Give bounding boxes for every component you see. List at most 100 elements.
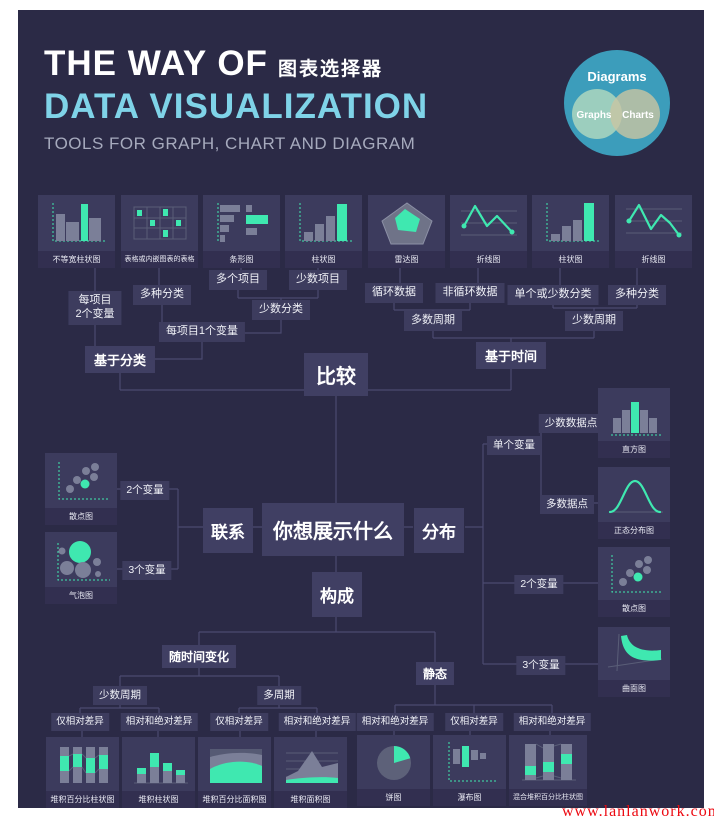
flow-label-two-vars: 2个变量	[120, 481, 170, 501]
bar-chart-icon	[203, 195, 280, 251]
flow-label-few-categories: 少数分类	[252, 300, 310, 320]
title-line2: DATA VISUALIZATION	[44, 87, 429, 126]
stacked-percent-area-chart-icon	[198, 737, 271, 791]
stacked-percent-column-chart-icon	[46, 737, 119, 791]
flow-label-few-periods: 少数周期	[565, 311, 623, 331]
histogram-icon	[598, 388, 670, 441]
flow-label-cyclical-data: 循环数据	[365, 283, 423, 303]
chart-card: 正态分布图	[598, 467, 670, 539]
venn-left-label: Graphs	[576, 110, 611, 121]
flow-label-diff-7: 相对和绝对差异	[513, 713, 591, 731]
chart-card: 表格或内嵌图表的表格	[121, 195, 198, 268]
flow-label-per-item-2-vars: 每项目 2个变量	[68, 291, 122, 325]
chart-card-label: 混合堆积百分比柱状图	[509, 789, 587, 806]
chart-card: 折线图	[450, 195, 527, 268]
chart-card-label: 正态分布图	[598, 522, 670, 539]
chart-card-label: 瀑布图	[433, 789, 506, 806]
flow-label-many-points: 多数据点	[540, 495, 594, 515]
scatter-plot-icon	[598, 547, 670, 600]
chart-card: 柱状图	[285, 195, 362, 268]
line-chart-icon	[615, 195, 692, 251]
table-with-embedded-charts-icon	[121, 195, 198, 251]
chart-card-label: 柱状图	[532, 251, 609, 268]
node-changes-over-time: 随时间变化	[161, 645, 237, 668]
normal-distribution-icon	[598, 467, 670, 522]
node-main-question: 你想展示什么	[262, 503, 404, 556]
flow-label-diff-2: 相对和绝对差异	[120, 713, 198, 731]
pie-chart-icon	[357, 735, 430, 789]
chart-card-label: 折线图	[615, 251, 692, 268]
flow-label-many-periods-bottom: 多周期	[257, 686, 301, 706]
flow-label-per-item-1-var: 每项目1个变量	[158, 322, 246, 342]
flow-label-few-periods-bottom: 少数周期	[93, 686, 147, 706]
chart-card-label: 堆积柱状图	[122, 791, 195, 808]
flow-label-diff-6: 仅相对差异	[445, 713, 503, 731]
chart-card: 直方图	[598, 388, 670, 458]
chart-card: 堆积面积图	[274, 737, 347, 808]
chart-card: 混合堆积百分比柱状图	[509, 735, 587, 806]
chart-card-label: 堆积面积图	[274, 791, 347, 808]
venn-right-label: Charts	[622, 110, 654, 121]
flow-label-many-periods: 多数周期	[404, 311, 462, 331]
flow-label-few-points: 少数数据点	[538, 414, 604, 434]
surface-chart-icon	[598, 627, 670, 680]
column-chart-icon	[285, 195, 362, 251]
node-relationship: 联系	[203, 508, 253, 553]
node-based-on-time: 基于时间	[475, 342, 547, 369]
flow-label-diff-4: 相对和绝对差异	[278, 713, 356, 731]
venn-outer-label: Diagrams	[587, 69, 646, 84]
chart-card: 散点图	[598, 547, 670, 617]
chart-card: 条形图	[203, 195, 280, 268]
chart-card-label: 曲面图	[598, 680, 670, 697]
chart-card-label: 柱状图	[285, 251, 362, 268]
column-chart-icon	[532, 195, 609, 251]
title-chinese: 图表选择器	[278, 59, 384, 80]
flow-label-diff-1: 仅相对差异	[51, 713, 109, 731]
chart-card-label: 散点图	[45, 508, 117, 525]
flow-label-two-vars-dist: 2个变量	[514, 575, 564, 595]
chart-card: 散点图	[45, 453, 117, 525]
chart-card: 堆积百分比柱状图	[46, 737, 119, 808]
chart-card-label: 雷达图	[368, 251, 445, 268]
flow-label-three-vars-dist: 3个变量	[516, 656, 566, 676]
chart-card: 饼图	[357, 735, 430, 806]
flow-label-many-items: 多个项目	[209, 270, 267, 290]
line-chart-icon	[450, 195, 527, 251]
mixed-stacked-percent-column-chart-icon	[509, 735, 587, 789]
chart-card: 气泡图	[45, 532, 117, 604]
node-compare: 比较	[304, 353, 368, 396]
flow-label-many-categories-2: 多种分类	[608, 285, 666, 305]
chart-card: 瀑布图	[433, 735, 506, 806]
chart-card-label: 不等宽柱状图	[38, 251, 115, 268]
scatter-plot-icon	[45, 453, 117, 508]
stacked-area-chart-icon	[274, 737, 347, 791]
node-based-on-category: 基于分类	[84, 346, 156, 373]
venn-diagram-icon: Diagrams Graphs Charts	[564, 50, 670, 156]
node-distribution: 分布	[414, 508, 464, 553]
chart-card-label: 条形图	[203, 251, 280, 268]
chart-card: 不等宽柱状图	[38, 195, 115, 268]
flow-label-single-var: 单个变量	[487, 436, 541, 456]
chart-card: 曲面图	[598, 627, 670, 697]
flow-label-diff-3: 仅相对差异	[210, 713, 268, 731]
chart-card-label: 表格或内嵌图表的表格	[121, 251, 198, 268]
chart-card-label: 堆积百分比柱状图	[46, 791, 119, 808]
flow-label-diff-5: 相对和绝对差异	[356, 713, 434, 731]
variable-width-column-chart-icon	[38, 195, 115, 251]
flow-label-many-categories: 多种分类	[133, 285, 191, 305]
flow-label-single-or-few-categories: 单个或少数分类	[507, 285, 599, 305]
chart-card-label: 折线图	[450, 251, 527, 268]
watermark: www.lanlanwork.com	[562, 803, 714, 820]
chart-card-label: 饼图	[357, 789, 430, 806]
title-line1: THE WAY OF	[44, 44, 268, 83]
chart-card: 折线图	[615, 195, 692, 268]
radar-chart-icon	[368, 195, 445, 251]
chart-card: 柱状图	[532, 195, 609, 268]
node-composition: 构成	[312, 572, 362, 617]
chart-card: 堆积柱状图	[122, 737, 195, 808]
flow-label-non-cyclical-data: 非循环数据	[435, 283, 505, 303]
waterfall-chart-icon	[433, 735, 506, 789]
bubble-chart-icon	[45, 532, 117, 587]
stacked-column-chart-icon	[122, 737, 195, 791]
